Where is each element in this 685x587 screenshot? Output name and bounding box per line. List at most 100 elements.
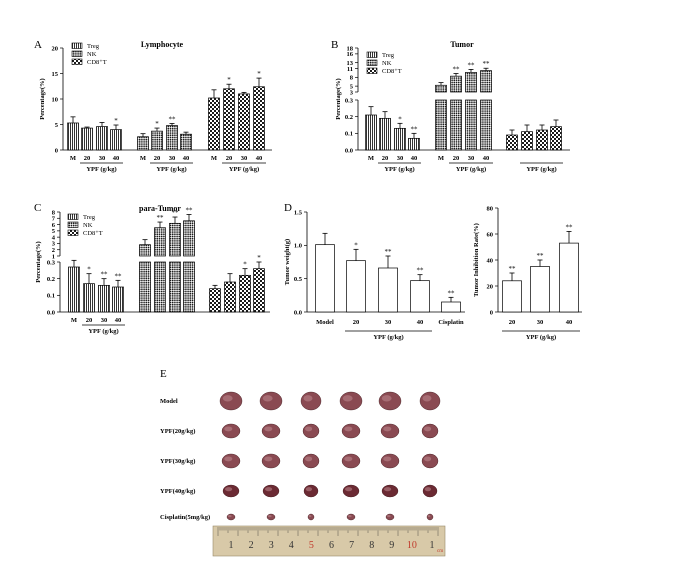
chart-title: para-Tumor [139,204,181,213]
photo-row-label: Cisplatin(5mg/kg) [160,514,210,521]
tumor-specimen-highlight [424,456,432,462]
panel-d1-significance-mark: ** [385,248,393,256]
panel-b-bar [465,71,477,93]
panel-c-bar [112,286,124,313]
panel-b-bar [480,70,492,93]
panel-b-bar [450,99,462,151]
tumor-specimen-highlight [387,515,391,518]
tumor-specimen [342,484,360,498]
panel-d1-significance-mark: * [354,241,358,249]
group-label: YPF (g/kg) [526,166,556,173]
panel-b-significance-mark: ** [453,66,461,74]
y-tick-label: 8 [350,75,354,82]
panel-a-significance-mark: * [257,70,261,78]
photo-row-label: YPF(20g/kg) [160,428,195,435]
legend-entry: CD8⁺T [382,68,402,75]
panel-a-bar [96,126,108,151]
x-tick-label: 20 [382,155,389,162]
y-axis-label: Percentage(%) [35,241,42,282]
panel-a-bar [208,97,220,151]
tumor-specimen-highlight [381,395,392,402]
panel-a-bar [137,136,149,151]
panel-a-bar [67,122,79,151]
legend-entry: NK [87,51,97,58]
panel-b-bar [506,134,518,151]
tumor-specimen-highlight [228,515,232,518]
y-tick-label: 10 [52,96,59,103]
legend-swatch [71,50,83,57]
y-tick-label: 1 [52,253,55,260]
panel-c-bar [83,283,95,313]
x-tick-label: M [140,155,146,162]
panel-b-bar [365,114,377,151]
tumor-specimen [221,423,241,439]
y-tick-label: 3 [52,241,56,248]
tumor-specimen [261,453,281,469]
y-tick-label: 4 [52,234,56,241]
tumor-specimen-highlight [222,395,233,402]
panel-d2-significance-mark: ** [537,252,545,260]
y-tick-label: 0.0 [47,309,55,316]
ruler-number: 10 [407,540,417,551]
y-tick-label: 8 [52,209,56,216]
tumor-specimen [419,391,441,411]
tumor-specimen [341,453,361,469]
x-tick-label: Cisplatin [438,319,464,326]
tumor-specimen [303,484,319,498]
panel-a-bar [166,125,178,151]
panel-label-A: A [34,39,42,51]
panel-b-significance-mark: ** [468,61,476,69]
ruler [212,525,446,557]
panel-d1-significance-mark: ** [417,267,425,275]
x-tick-label: 20 [353,319,360,326]
tumor-specimen [339,391,363,411]
x-tick-label: 20 [509,319,516,326]
panel-b-bar [435,84,447,93]
tumor-specimen-highlight [305,426,313,432]
tumor-specimen [421,453,439,469]
legend-entry: CD8⁺T [87,59,107,66]
x-tick-label: Model [316,319,334,326]
panel-a-significance-mark: * [114,117,118,125]
panel-c-bar [239,274,251,313]
y-tick-label: 13 [347,60,354,67]
panel-c-bar [209,288,221,313]
tumor-specimen-highlight [422,395,432,402]
panel-c-bar [183,220,195,257]
y-tick-label: 7 [52,216,56,223]
panel-c-bar [183,261,195,313]
tumor-specimen [385,513,395,521]
tumor-specimen-highlight [424,426,432,432]
x-tick-label: 40 [483,155,490,162]
panel-d2-significance-mark: ** [509,265,517,273]
tumor-specimen-highlight [224,456,233,462]
legend-entry: Treg [382,52,395,59]
tumor-specimen-highlight [265,487,273,492]
x-tick-label: M [368,155,374,162]
y-tick-label: 5 [350,83,354,90]
panel-a-bar [180,133,192,151]
panel-b-bar [450,75,462,93]
ruler-unit: cm [437,549,443,554]
legend-swatch [366,59,378,66]
y-tick-label: 0.2 [345,114,353,121]
y-tick-label: 0 [490,309,493,316]
panel-b-significance-mark: ** [411,125,419,133]
legend-entry: Treg [83,214,96,221]
y-tick-label: 0.3 [47,259,56,266]
y-axis-label: Percentage(%) [335,78,342,119]
panel-d1-bar [346,260,366,313]
ruler-number: 1 [229,540,234,551]
panel-d2-bar [502,280,522,313]
tumor-specimen-highlight [264,456,273,462]
y-tick-label: 1.5 [294,209,303,216]
panel-b-bar [394,127,406,151]
tumor-specimen-highlight [303,395,313,402]
x-tick-label: 20 [453,155,460,162]
tumor-specimen-highlight [344,426,353,432]
y-tick-label: 0.0 [294,309,302,316]
panel-d2-significance-mark: ** [566,223,574,231]
tumor-specimen [380,453,400,469]
group-label: YPF (g/kg) [373,334,403,341]
